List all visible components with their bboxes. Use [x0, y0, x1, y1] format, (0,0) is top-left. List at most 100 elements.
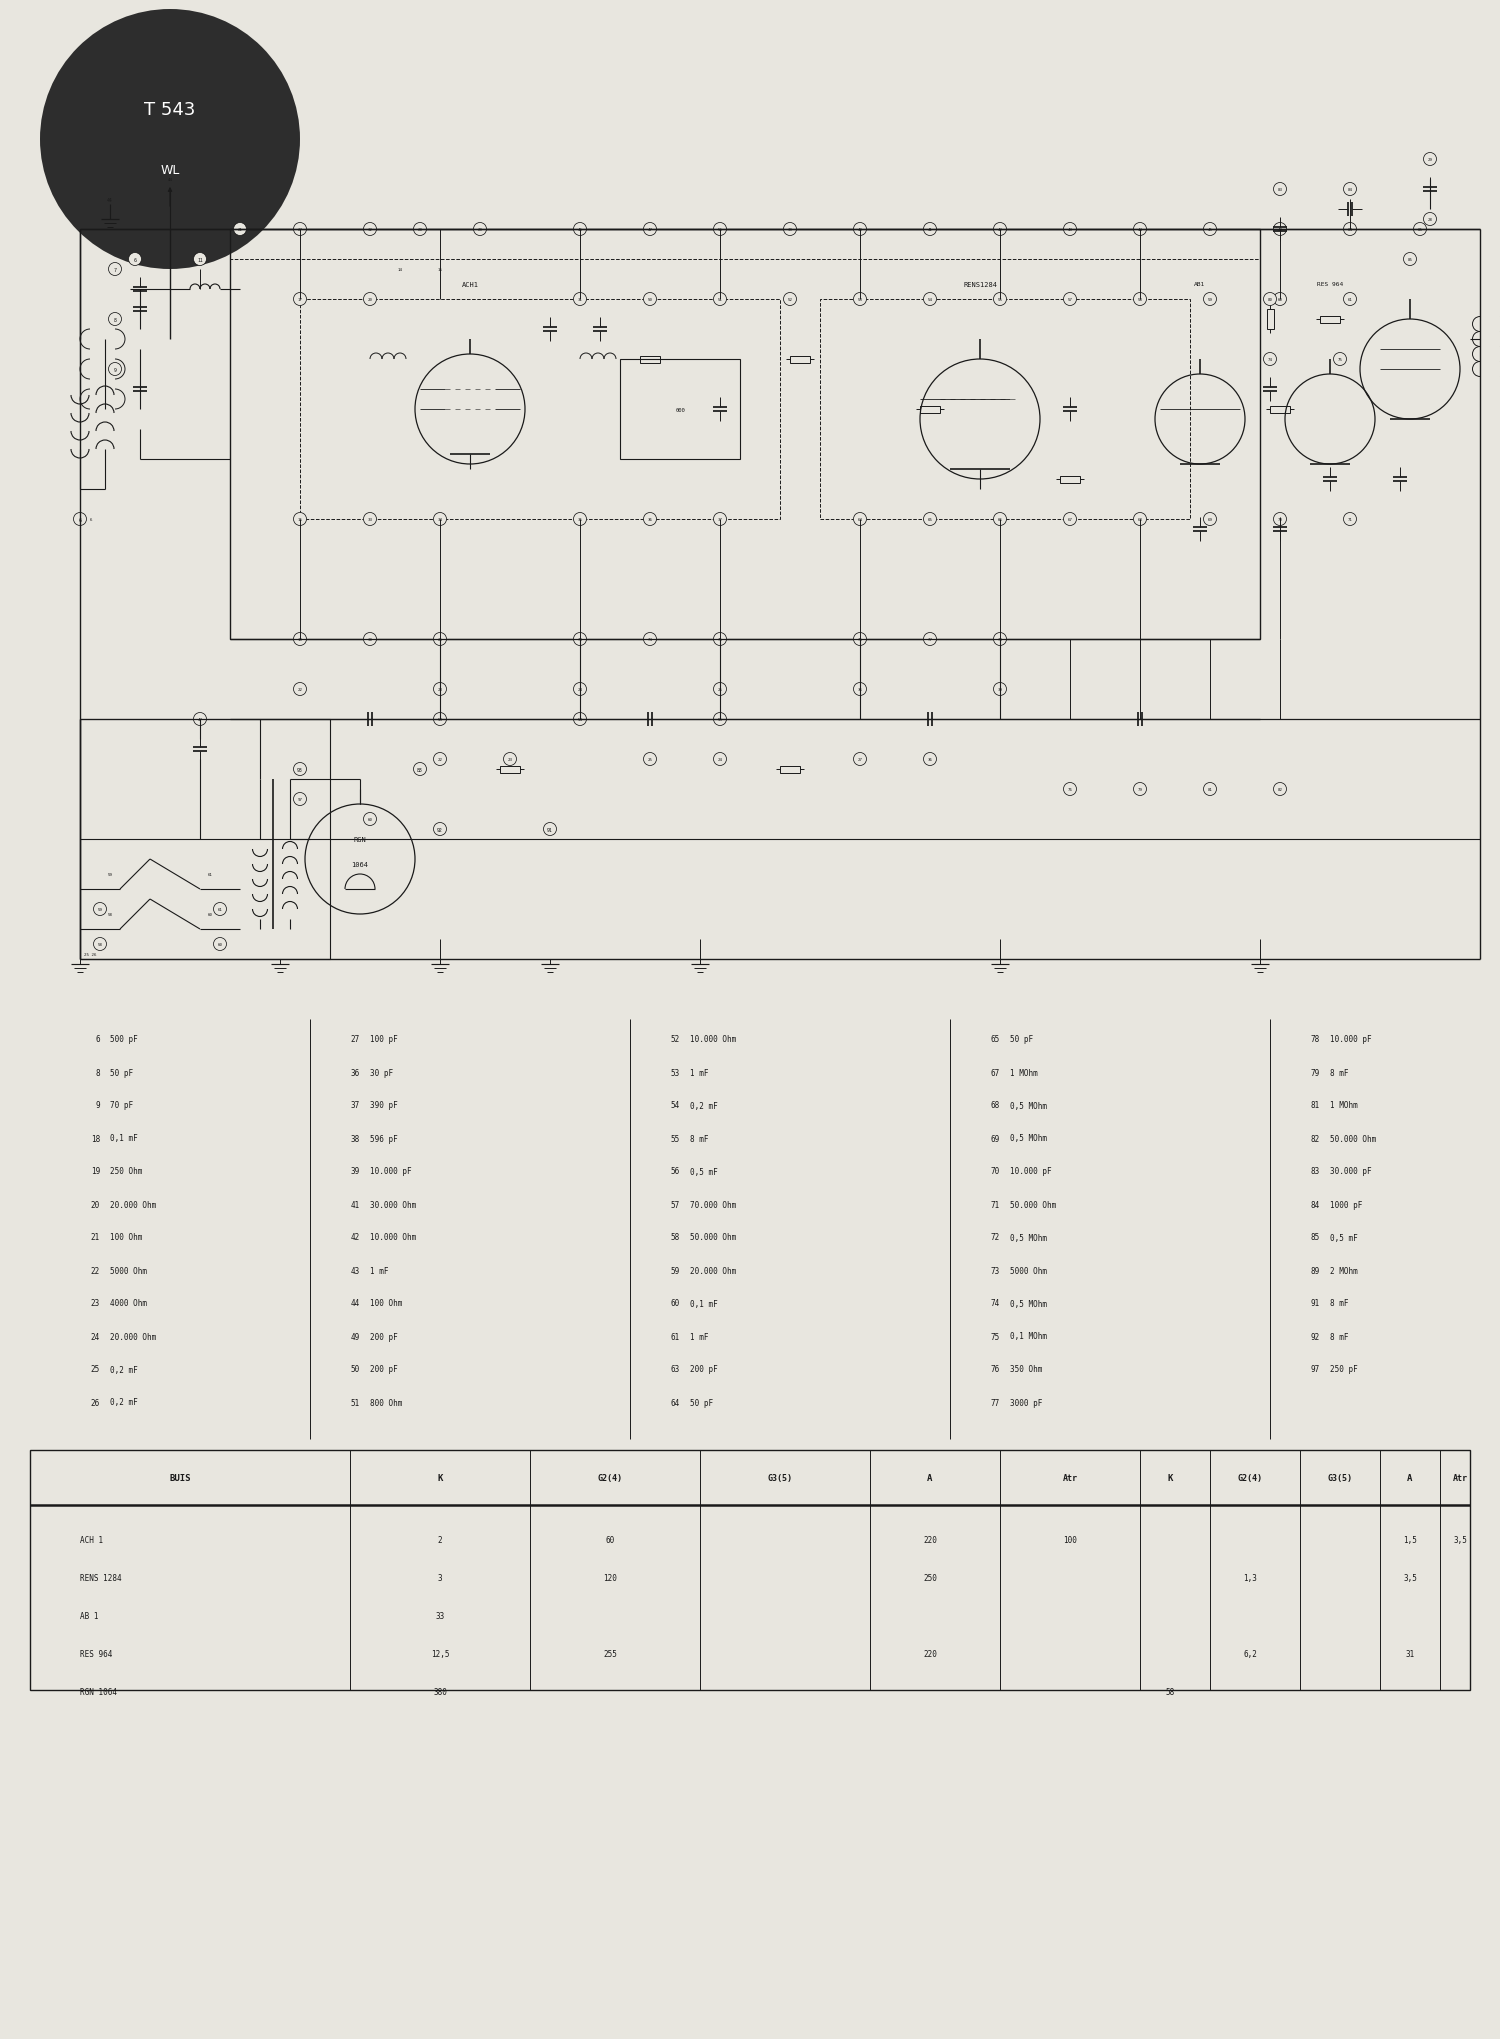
Text: 40: 40: [858, 228, 862, 232]
Text: 41: 41: [927, 228, 933, 232]
Circle shape: [853, 634, 867, 646]
Text: 91: 91: [548, 828, 554, 832]
Text: WL: WL: [160, 163, 180, 177]
Circle shape: [1203, 294, 1216, 306]
Circle shape: [853, 752, 867, 767]
Text: 78: 78: [998, 638, 1002, 642]
Text: 220: 220: [922, 1650, 938, 1658]
Circle shape: [714, 752, 726, 767]
Text: 25: 25: [90, 1364, 101, 1374]
Text: 120: 120: [603, 1574, 616, 1582]
Text: 4000 Ohm: 4000 Ohm: [110, 1299, 147, 1307]
Text: Atr: Atr: [1062, 1474, 1077, 1482]
Text: 97: 97: [297, 797, 303, 801]
Circle shape: [213, 938, 226, 950]
Text: 33: 33: [435, 1611, 444, 1621]
Bar: [230, 259, 1260, 640]
Text: G3(5): G3(5): [1328, 1474, 1353, 1482]
Text: 9: 9: [114, 367, 117, 373]
Text: 85: 85: [1418, 228, 1422, 232]
Bar: [640, 357, 660, 363]
Text: 77: 77: [990, 1399, 1000, 1407]
Text: 53: 53: [858, 298, 862, 302]
Circle shape: [1134, 783, 1146, 795]
Text: 3,5: 3,5: [1454, 1535, 1467, 1546]
Text: 84: 84: [1311, 1199, 1320, 1209]
Text: 56: 56: [717, 228, 723, 232]
Text: 91: 91: [1311, 1299, 1320, 1307]
Text: 24: 24: [717, 759, 723, 763]
Text: 0,2 mF: 0,2 mF: [110, 1364, 138, 1374]
Text: 55: 55: [670, 1134, 680, 1144]
Circle shape: [294, 763, 306, 777]
Circle shape: [363, 514, 376, 526]
Text: 35: 35: [578, 518, 582, 522]
Text: 51: 51: [351, 1399, 360, 1407]
Text: 53: 53: [670, 1068, 680, 1077]
Circle shape: [93, 903, 106, 916]
Text: 60: 60: [1278, 298, 1282, 302]
Text: 6: 6: [96, 1036, 100, 1044]
Text: 60: 60: [207, 913, 213, 918]
Text: 50 pF: 50 pF: [110, 1068, 134, 1077]
Text: 57: 57: [1068, 298, 1072, 302]
Text: 50: 50: [648, 298, 652, 302]
Text: 54: 54: [578, 718, 582, 722]
Bar: [920, 406, 940, 414]
Text: 59: 59: [108, 873, 112, 877]
Text: 34: 34: [438, 518, 442, 522]
Circle shape: [1263, 294, 1276, 306]
Circle shape: [294, 634, 306, 646]
Text: 31: 31: [578, 298, 582, 302]
Text: 31: 31: [1406, 1650, 1414, 1658]
Circle shape: [573, 514, 586, 526]
Circle shape: [1064, 294, 1077, 306]
Text: 250 pF: 250 pF: [1330, 1364, 1358, 1374]
Bar: [80, 720, 330, 960]
Circle shape: [108, 314, 122, 326]
Circle shape: [1344, 294, 1356, 306]
Text: RGN 1064: RGN 1064: [80, 1688, 117, 1696]
Text: 52: 52: [788, 298, 792, 302]
Circle shape: [993, 634, 1006, 646]
Circle shape: [1134, 514, 1146, 526]
Text: A: A: [927, 1474, 933, 1482]
Text: 25: 25: [717, 687, 723, 691]
Circle shape: [714, 224, 726, 237]
Text: 50.000 Ohm: 50.000 Ohm: [1010, 1199, 1056, 1209]
Bar: [300, 300, 780, 520]
Circle shape: [1424, 214, 1437, 226]
Text: 92: 92: [436, 828, 442, 832]
Circle shape: [1064, 783, 1077, 795]
Text: 75: 75: [1338, 357, 1342, 361]
Text: 46: 46: [578, 228, 582, 232]
Text: 6,2: 6,2: [1244, 1650, 1257, 1658]
Text: 73: 73: [578, 638, 582, 642]
Text: 25: 25: [648, 759, 652, 763]
Text: 1000 pF: 1000 pF: [1330, 1199, 1362, 1209]
Circle shape: [993, 294, 1006, 306]
Text: 23: 23: [507, 759, 513, 763]
Text: 30.000 pF: 30.000 pF: [1330, 1166, 1371, 1177]
Text: 59: 59: [98, 907, 102, 911]
Text: BUIS: BUIS: [170, 1474, 190, 1482]
Text: T 543: T 543: [144, 102, 195, 118]
Text: 1 MOhm: 1 MOhm: [1330, 1101, 1358, 1109]
Circle shape: [573, 294, 586, 306]
Text: 93: 93: [297, 767, 303, 773]
Text: 82: 82: [1278, 787, 1282, 791]
Text: RGN: RGN: [354, 836, 366, 842]
Text: 0,5 mF: 0,5 mF: [690, 1166, 717, 1177]
Circle shape: [433, 514, 447, 526]
Text: 74: 74: [990, 1299, 1000, 1307]
Text: 63: 63: [670, 1364, 680, 1374]
Text: 29: 29: [477, 228, 483, 232]
Text: 52: 52: [670, 1036, 680, 1044]
Text: 5000 Ohm: 5000 Ohm: [110, 1266, 147, 1274]
Text: 800 Ohm: 800 Ohm: [370, 1399, 402, 1407]
Circle shape: [924, 514, 936, 526]
Circle shape: [363, 634, 376, 646]
Bar: [230, 230, 1260, 640]
Text: 39: 39: [998, 687, 1002, 691]
Circle shape: [129, 253, 141, 267]
